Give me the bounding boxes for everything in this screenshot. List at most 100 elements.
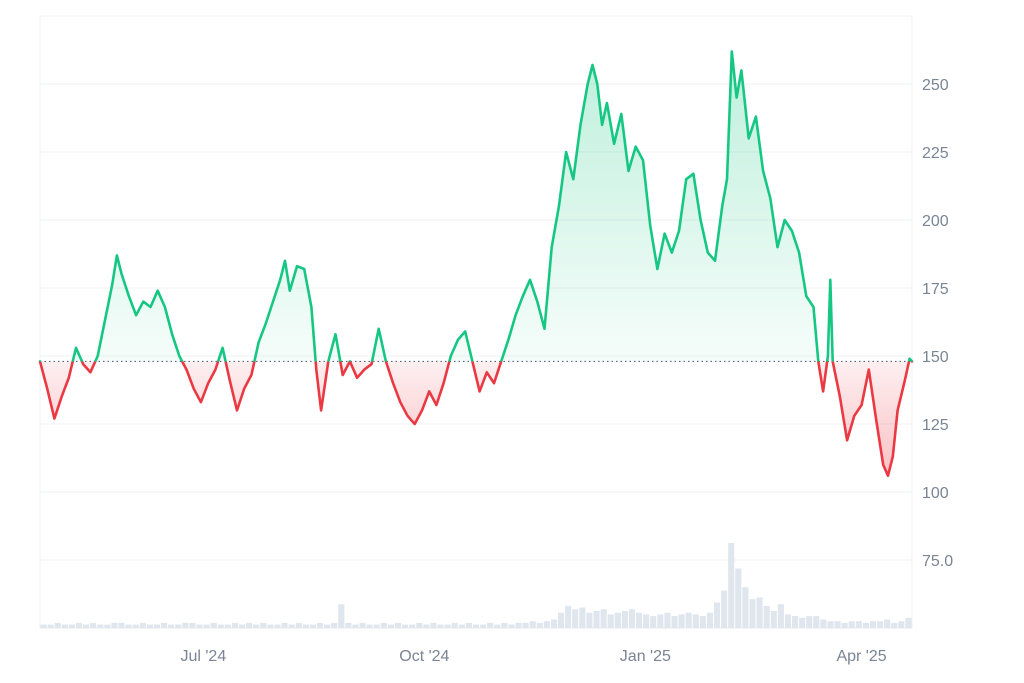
volume-bar: [380, 622, 387, 628]
volume-bar: [260, 622, 267, 628]
volume-bar: [487, 622, 494, 628]
volume-bar: [515, 622, 522, 628]
volume-bar: [118, 622, 125, 628]
volume-bar: [628, 609, 636, 628]
volume-bar: [678, 614, 685, 628]
volume-bar: [494, 624, 501, 628]
volume-bar: [402, 624, 409, 628]
volume-bar: [175, 624, 182, 628]
volume-bar: [721, 590, 728, 628]
volume-bar: [806, 616, 813, 628]
volume-bar: [324, 624, 331, 628]
volume-bar: [777, 604, 784, 628]
volume-bar: [104, 624, 111, 628]
volume-bar: [749, 599, 756, 628]
volume-bar: [231, 622, 239, 628]
volume-bar: [203, 624, 210, 628]
volume-bar: [508, 624, 515, 628]
volume-bar: [905, 617, 912, 628]
volume-bar: [125, 624, 132, 628]
volume-bar: [664, 612, 671, 628]
volume-bars: [40, 543, 912, 628]
volume-bar: [387, 624, 394, 628]
volume-bar: [643, 614, 650, 628]
volume-bar: [614, 612, 621, 628]
volume-bar: [416, 622, 423, 628]
volume-bar: [706, 612, 713, 628]
volume-bar: [820, 619, 827, 628]
volume-bar: [359, 622, 366, 628]
volume-bar: [501, 622, 508, 628]
volume-bar: [550, 619, 558, 628]
price-line: [38, 50, 914, 477]
volume-bar: [97, 624, 104, 628]
volume-bar: [770, 611, 777, 628]
volume-bar: [855, 621, 862, 628]
volume-bar: [685, 612, 692, 628]
volume-bar: [827, 621, 834, 628]
volume-bar: [40, 624, 47, 628]
volume-bar: [139, 622, 146, 628]
x-tick-label: Apr '25: [836, 648, 886, 665]
x-tick-label: Oct '24: [399, 648, 449, 665]
volume-bar: [331, 622, 338, 628]
volume-bar: [607, 614, 614, 628]
volume-bar: [799, 617, 806, 628]
volume-bar: [891, 622, 898, 628]
volume-bar: [373, 624, 380, 628]
y-tick-label: 100: [922, 485, 949, 502]
volume-bar: [224, 624, 231, 628]
volume-bar: [54, 622, 61, 628]
volume-bar: [338, 604, 345, 628]
volume-bar: [196, 624, 203, 628]
volume-bar: [742, 587, 749, 628]
volume-bar: [692, 614, 699, 628]
volume-bar: [267, 624, 274, 628]
volume-bar: [593, 611, 600, 628]
volume-bar: [862, 622, 869, 628]
y-tick-label: 125: [922, 417, 949, 434]
volume-bar: [472, 624, 480, 628]
volume-bar: [529, 621, 536, 628]
volume-bar: [735, 568, 742, 628]
volume-bar: [394, 622, 402, 628]
volume-bar: [728, 543, 735, 628]
volume-bar: [600, 609, 607, 628]
y-axis: 75.0 100 125 150 175 200 225 250: [922, 77, 953, 570]
volume-bar: [430, 622, 437, 628]
volume-bar: [621, 611, 628, 628]
area-above-baseline: [40, 51, 912, 362]
volume-bar: [153, 624, 161, 628]
volume-bar: [699, 616, 706, 628]
volume-bar: [281, 622, 288, 628]
volume-bar: [586, 612, 593, 628]
area-below-baseline: [40, 361, 909, 476]
volume-bar: [579, 607, 586, 628]
x-axis: Jul '24 Oct '24 Jan '25 Apr '25: [180, 648, 886, 665]
volume-bar: [784, 614, 791, 628]
volume-bar: [366, 624, 373, 628]
volume-bar: [657, 614, 664, 628]
volume-bar: [536, 622, 543, 628]
volume-bar: [451, 622, 458, 628]
volume-bar: [558, 612, 565, 628]
volume-bar: [47, 624, 54, 628]
volume-bar: [423, 624, 430, 628]
volume-bar: [465, 622, 472, 628]
x-tick-label: Jan '25: [620, 648, 671, 665]
volume-bar: [713, 602, 721, 628]
volume-bar: [813, 616, 820, 628]
volume-bar: [834, 621, 841, 628]
y-tick-label: 200: [922, 213, 949, 230]
volume-bar: [671, 616, 678, 628]
volume-bar: [480, 624, 487, 628]
volume-bar: [111, 622, 118, 628]
volume-bar: [636, 612, 643, 628]
volume-bar: [246, 622, 253, 628]
volume-bar: [274, 624, 281, 628]
volume-bar: [763, 605, 770, 628]
volume-bar: [83, 624, 90, 628]
y-tick-label: 150: [922, 349, 949, 366]
volume-bar: [565, 605, 572, 628]
